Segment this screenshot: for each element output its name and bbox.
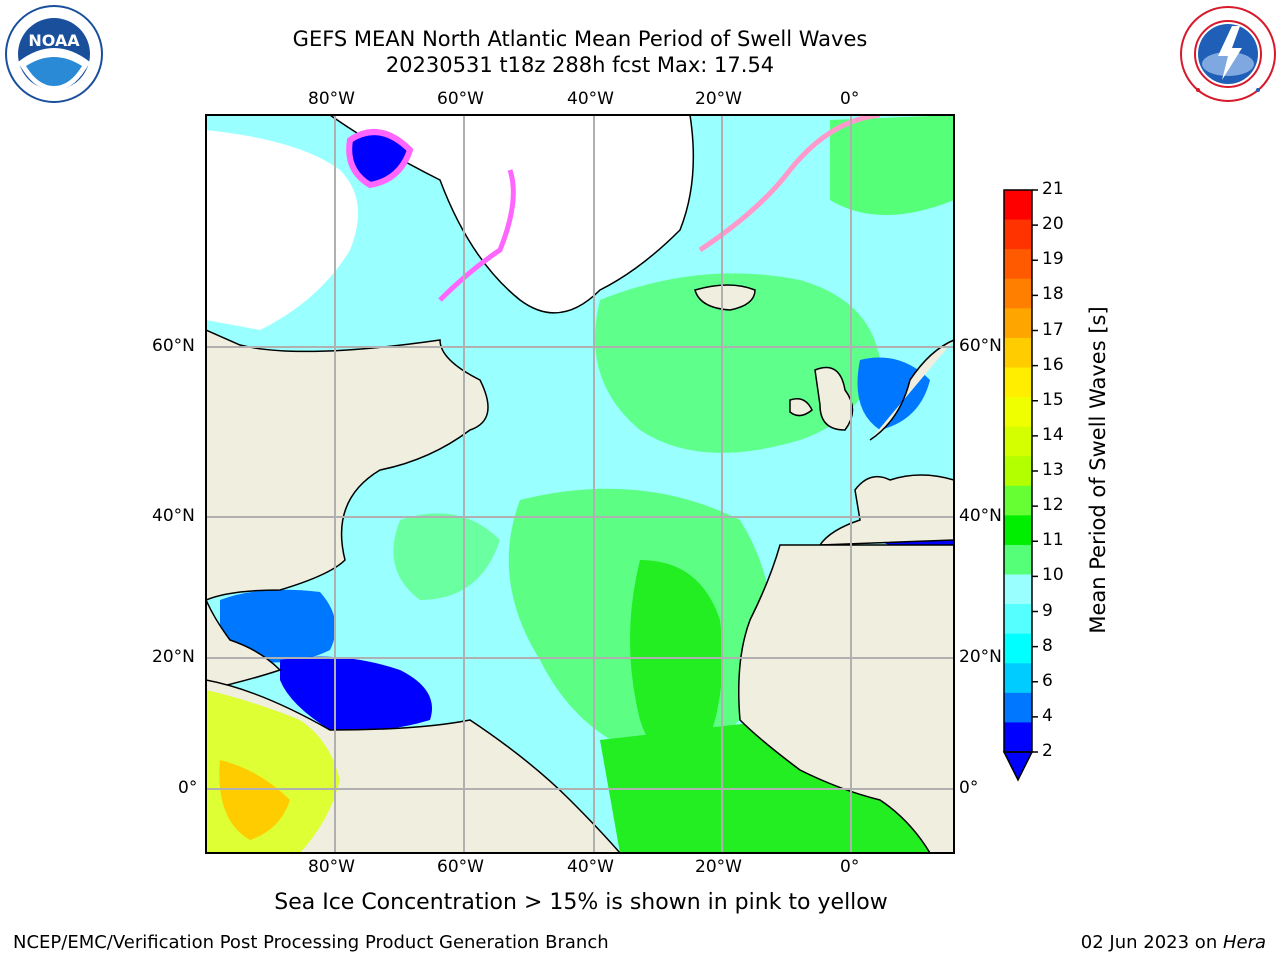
colorbar-segment: [1004, 367, 1032, 398]
colorbar-segment: [1004, 308, 1032, 339]
lat-label-right: 20°N: [959, 647, 1002, 667]
lon-label-bottom: 0°: [840, 857, 860, 877]
colorbar-tick-label: 2: [1042, 741, 1053, 761]
colorbar-segment: [1004, 574, 1032, 605]
colorbar-tick-label: 12: [1042, 495, 1064, 516]
lon-label-top: 0°: [840, 89, 860, 109]
colorbar-segment: [1004, 663, 1032, 694]
colorbar-tick-label: 4: [1042, 705, 1053, 726]
lat-label-left: 60°N: [152, 336, 195, 356]
lon-label-top: 40°W: [567, 89, 614, 109]
graticule: [206, 115, 954, 853]
colorbar-segment: [1004, 456, 1032, 487]
colorbar-tick-label: 16: [1042, 354, 1064, 375]
colorbar-label: Mean Period of Swell Waves [s]: [1086, 306, 1110, 634]
lat-label-left: 0°: [178, 778, 198, 798]
map-canvas: [206, 115, 954, 853]
colorbar-tick-label: 10: [1042, 565, 1064, 586]
colorbar-tick-label: 11: [1042, 530, 1064, 551]
colorbar-tick-label: 14: [1042, 424, 1064, 445]
footer-credit: NCEP/EMC/Verification Post Processing Pr…: [13, 932, 609, 953]
sea-ice-note: Sea Ice Concentration > 15% is shown in …: [274, 890, 888, 915]
colorbar-tick-label: 8: [1042, 635, 1053, 656]
colorbar-segment: [1004, 485, 1032, 516]
lon-label-bottom: 20°W: [695, 857, 742, 877]
svg-text:NOAA: NOAA: [28, 31, 80, 50]
colorbar-extend-arrow: [1002, 751, 1034, 782]
colorbar-tick-label: 13: [1042, 460, 1064, 480]
colorbar-tick-label: 18: [1042, 284, 1064, 305]
nws-logo-icon: [1178, 4, 1278, 104]
colorbar-segment: [1004, 219, 1032, 250]
colorbar-tick-label: 19: [1042, 249, 1064, 270]
lon-label-top: 80°W: [308, 89, 355, 109]
colorbar-segment: [1004, 692, 1032, 723]
colorbar-segment: [1004, 633, 1032, 664]
colorbar-segment: [1004, 190, 1032, 221]
colorbar-segment: [1004, 426, 1032, 457]
colorbar-segment: [1004, 278, 1032, 309]
colorbar-tick-label: 6: [1042, 670, 1053, 691]
lat-label-right: 0°: [959, 778, 979, 798]
colorbar-segment: [1004, 397, 1032, 428]
footer-date: 02 Jun 2023 on Hera: [1081, 932, 1266, 953]
lat-label-left: 20°N: [152, 647, 195, 667]
footer-host: Hera: [1222, 932, 1266, 953]
footer-date-text: 02 Jun 2023 on: [1080, 932, 1223, 953]
lat-label-right: 60°N: [959, 336, 1002, 356]
colorbar-segment: [1004, 515, 1032, 546]
colorbar-tick-label: 17: [1042, 319, 1064, 340]
colorbar-tick-label: 20: [1042, 214, 1064, 235]
lat-label-left: 40°N: [152, 506, 195, 526]
colorbar-segment: [1004, 337, 1032, 368]
colorbar-segment: [1004, 604, 1032, 635]
lon-label-bottom: 40°W: [567, 857, 614, 877]
colorbar: [1002, 189, 1038, 782]
colorbar-segment: [1004, 544, 1032, 576]
lon-label-top: 20°W: [695, 89, 742, 109]
map-title: GEFS MEAN North Atlantic Mean Period of …: [292, 27, 868, 51]
colorbar-segment: [1004, 249, 1032, 280]
lon-label-top: 60°W: [437, 89, 484, 109]
colorbar-tick-label: 15: [1042, 389, 1064, 410]
colorbar-segment: [1004, 722, 1032, 753]
lat-label-right: 40°N: [959, 506, 1002, 526]
lon-label-bottom: 60°W: [437, 857, 484, 877]
colorbar-tick-label: 21: [1042, 179, 1064, 199]
lon-label-bottom: 80°W: [308, 857, 355, 877]
map-frame: [205, 114, 955, 854]
noaa-logo-icon: NOAA: [4, 4, 104, 104]
map-subtitle: 20230531 t18z 288h fcst Max: 17.54: [385, 53, 775, 77]
colorbar-tick-label: 9: [1042, 600, 1053, 621]
